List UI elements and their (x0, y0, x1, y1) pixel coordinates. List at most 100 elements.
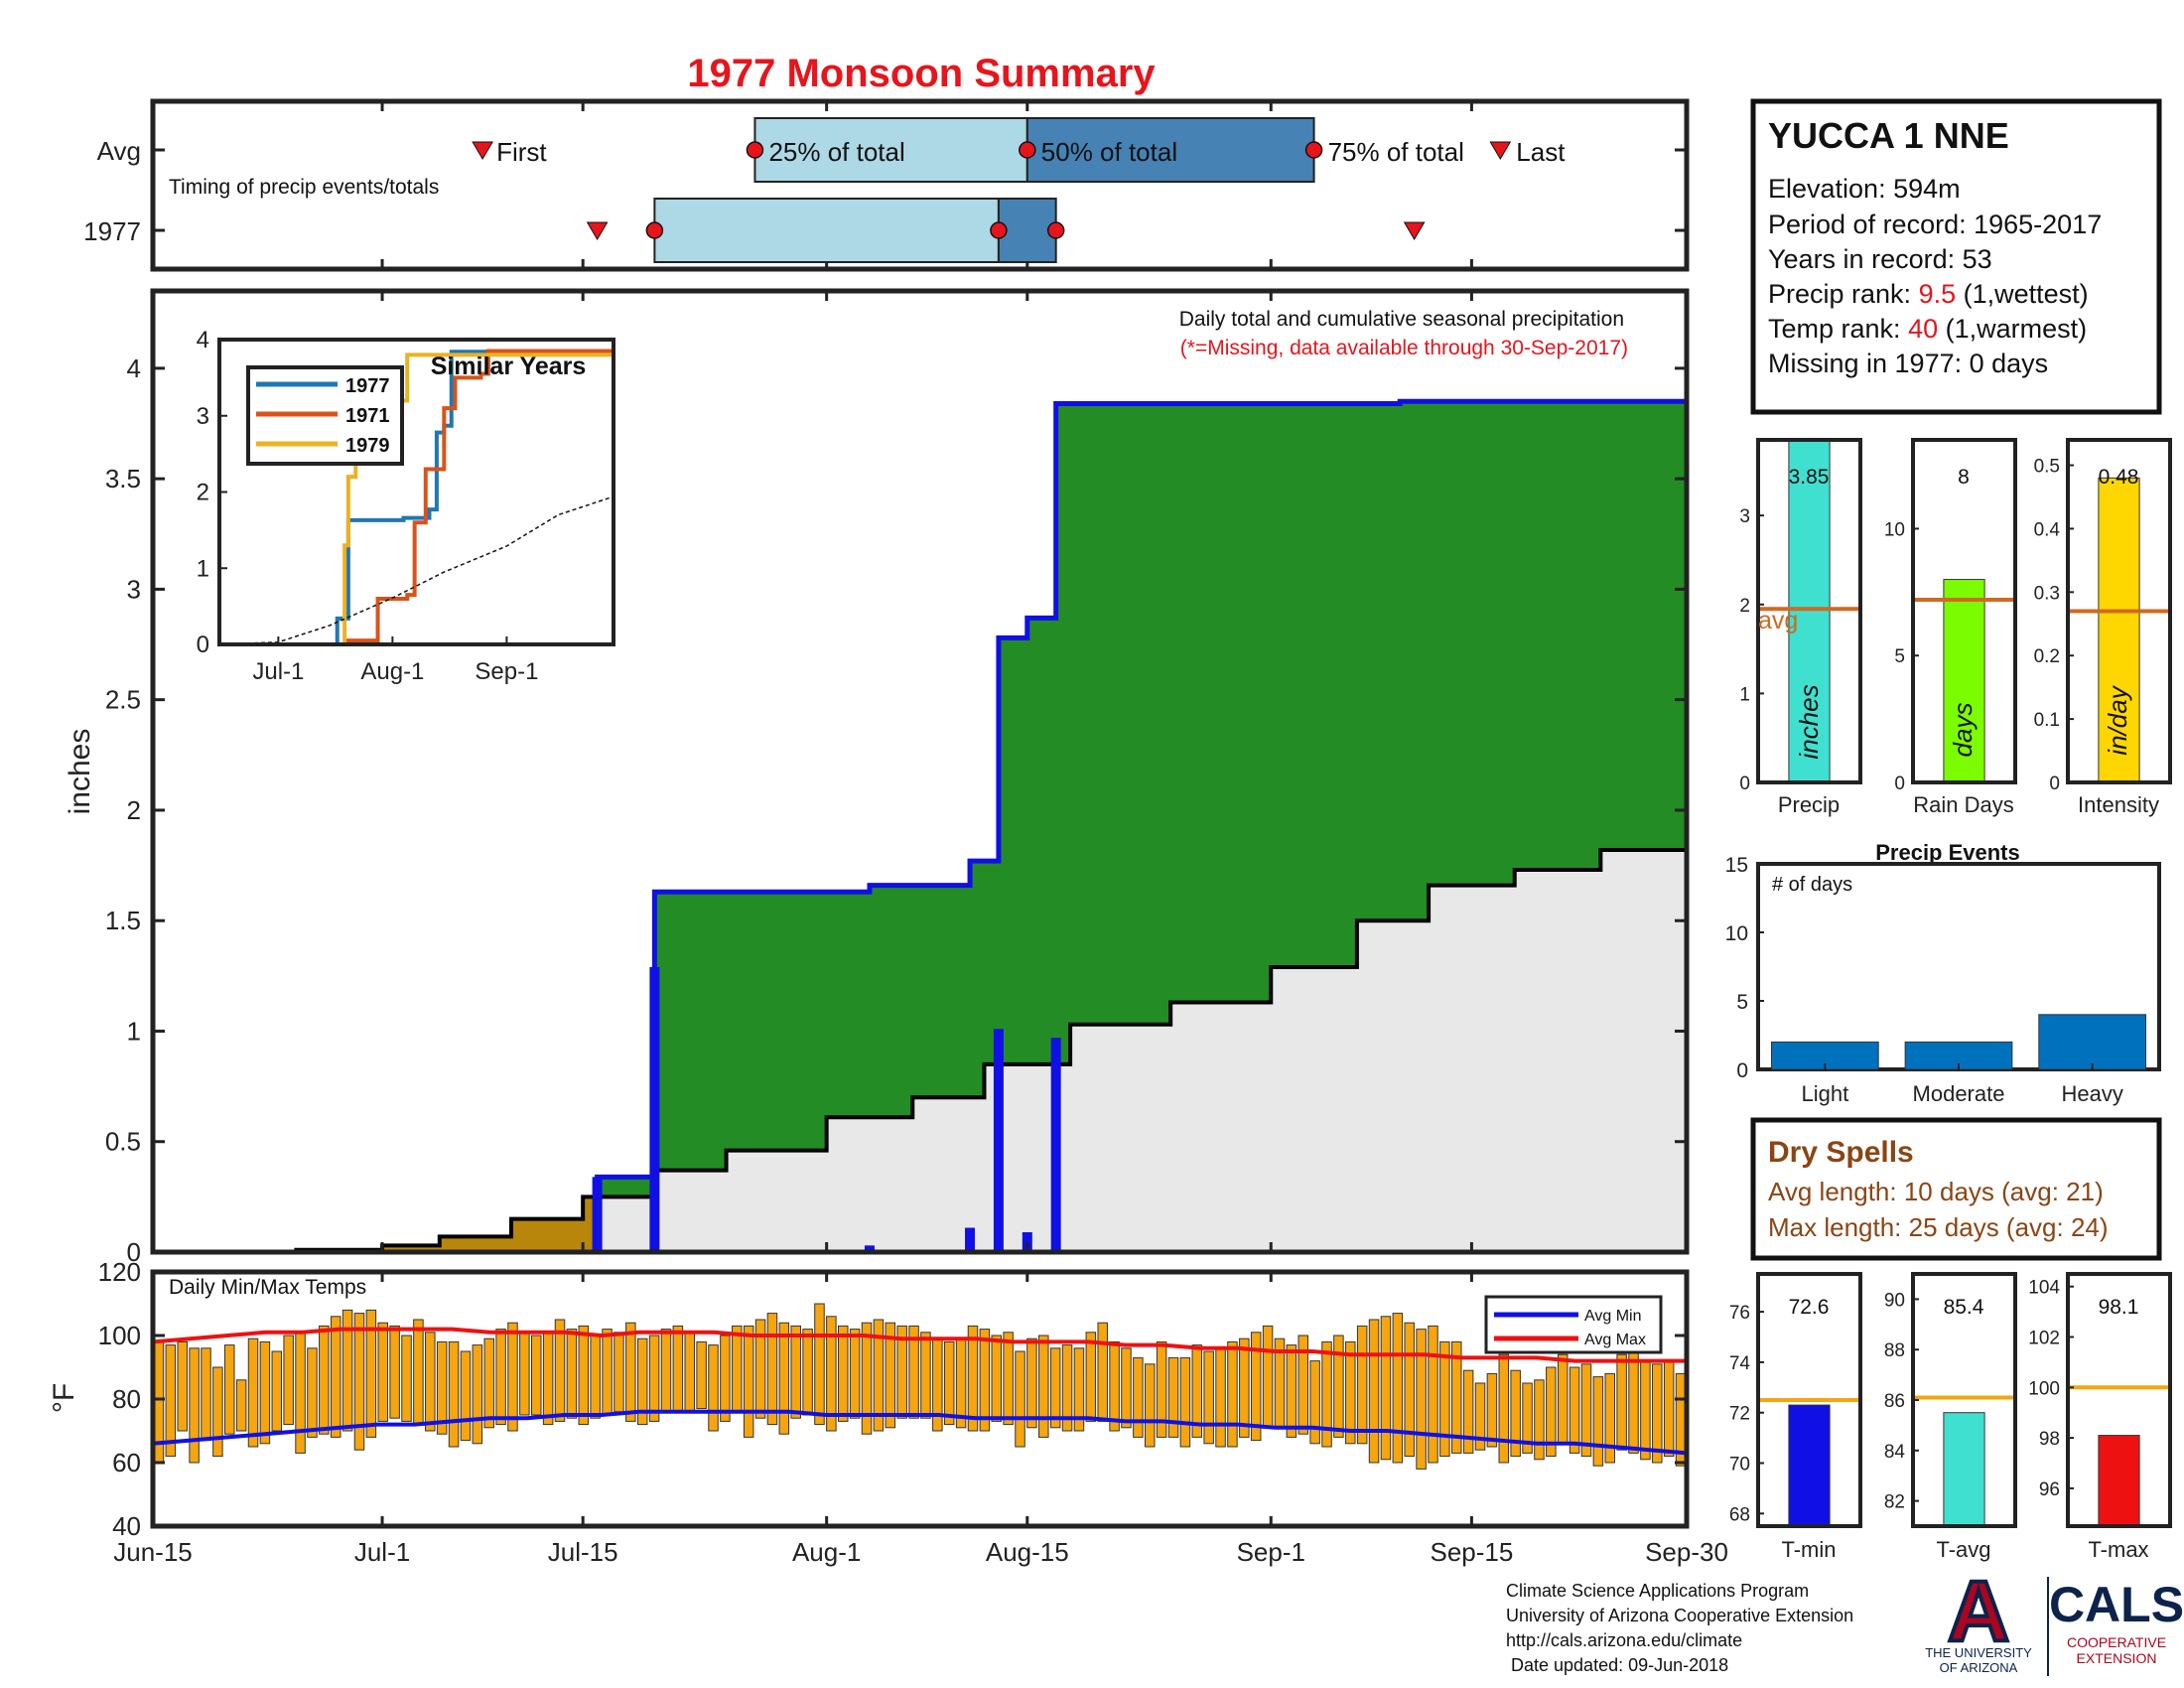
daily-temp-range-bar (660, 1329, 672, 1413)
daily-temp-range-bar (542, 1332, 554, 1426)
intensity-value-bar (2098, 477, 2140, 783)
daily-temp-range-bar (1109, 1340, 1120, 1432)
timing-1977-p50-p75-box (997, 198, 1057, 263)
inset-y-tick-label: 0 (197, 632, 209, 658)
daily-temp-range-bar (519, 1332, 530, 1416)
precip-y-tick-label: 0.5 (105, 1127, 141, 1157)
station-years: Years in record: 53 (1768, 244, 1992, 274)
daily-temp-range-bar (1203, 1350, 1214, 1445)
daily-temp-range-bar (614, 1332, 624, 1413)
intensity-value-label: 0.48 (2099, 466, 2139, 489)
daily-temp-range-bar (967, 1325, 979, 1432)
precip-plot-area (153, 398, 1689, 1255)
tmax-caption: T-max (2088, 1537, 2148, 1562)
precip-events-category-label: Light (1801, 1081, 1848, 1106)
daily-temp-range-bar (873, 1319, 885, 1432)
daily-temp-range-bar (1345, 1340, 1356, 1445)
daily-precip-bar (993, 1029, 1004, 1252)
daily-temp-range-bar (766, 1313, 778, 1426)
daily-temp-range-bar (826, 1316, 837, 1432)
ua-name-line-1: THE UNIVERSITY (1925, 1645, 2032, 1660)
station-info-frame (1750, 98, 2162, 415)
daily-temp-range-bar (389, 1325, 400, 1419)
daily-temp-range-bar (1073, 1347, 1085, 1432)
timing-label-first: First (496, 137, 547, 167)
cumulative-1977-line (153, 398, 1687, 1255)
inset-title: Similar Years (431, 352, 587, 380)
temps-y-tick-label: 60 (112, 1448, 141, 1477)
daily-temp-range-bar (1215, 1347, 1226, 1448)
daily-temp-range-bar (943, 1340, 955, 1426)
tmax-y-tick-label: 102 (2028, 1329, 2060, 1349)
daily-temp-range-bar (814, 1303, 825, 1426)
daily-temp-range-bar (1439, 1340, 1450, 1458)
inset-y-tick-label: 2 (197, 480, 209, 506)
daily-temp-range-bar (460, 1350, 472, 1442)
daily-temp-range-bar (1356, 1325, 1368, 1445)
tmin-y-tick-label: 72 (1729, 1404, 1750, 1425)
temps-y-label: °F (48, 1383, 80, 1413)
station-temp-rank: Temp rank: 40 (1,warmest) (1768, 314, 2087, 344)
precip-annotation-missing: (*=Missing, data available through 30-Se… (1180, 337, 1628, 359)
tavg-y-tick-label: 84 (1884, 1442, 1906, 1463)
daily-temp-range-bar (696, 1340, 707, 1410)
daily-temp-range-bar (1534, 1379, 1545, 1461)
timing-avg-percentile-marker (1019, 141, 1036, 159)
temp-summary-bars: 68 70 72 74 76 82 84 86 88 90 96 98 100 102 104 (1729, 1272, 2172, 1528)
daily-precip-bar (1050, 1038, 1061, 1252)
timing-1977-percentile-marker (645, 221, 664, 239)
daily-temp-range-bar (1297, 1335, 1309, 1435)
tmax-value-label: 98.1 (2099, 1296, 2139, 1319)
temps-y-axis: 40 60 80 100 120 (98, 1257, 1687, 1541)
intensity-panel-frame (2066, 438, 2172, 784)
timing-1977-percentile-marker (1046, 221, 1065, 239)
daily-temp-range-bar (1616, 1353, 1627, 1451)
inset-axes: 0 1 2 3 4 Jul-1 Aug-1 Sep-1 (197, 327, 539, 685)
tmin-value-label: 72.6 (1789, 1296, 1830, 1319)
precip-y-tick-label: 3.5 (105, 464, 141, 493)
raindays-unit-label: days (1948, 703, 1978, 758)
daily-temp-range-bar (1557, 1353, 1569, 1445)
x-tick-label: Aug-15 (986, 1537, 1069, 1567)
timing-marks (472, 117, 1512, 263)
daily-temp-range-bar (1179, 1356, 1191, 1448)
raindays-y-tick-label: 5 (1894, 646, 1905, 667)
daily-temp-range-bar (1474, 1382, 1486, 1451)
raindays-value-label: 8 (1958, 466, 1970, 489)
daily-temp-range-bar (1368, 1319, 1380, 1464)
daily-temp-range-bar (708, 1344, 719, 1432)
timing-1977-percentile-marker (990, 221, 1008, 239)
timing-avg-p25-p50-box (753, 117, 1028, 183)
daily-temp-range-bar (1309, 1360, 1320, 1445)
tavg-y-tick-label: 82 (1884, 1492, 1905, 1513)
tmax-y-tick-label: 100 (2028, 1378, 2060, 1399)
footer-line-2: University of Arizona Cooperative Extens… (1506, 1606, 1853, 1625)
daily-temp-range-bar (754, 1319, 766, 1419)
daily-temp-range-bar (330, 1316, 341, 1438)
daily-temp-range-bar (1652, 1363, 1663, 1464)
daily-temp-range-bar (1380, 1316, 1392, 1461)
daily-temp-range-bar (885, 1322, 896, 1429)
avg-min-temp-line (152, 1409, 1688, 1456)
daily-temp-range-bar (436, 1340, 448, 1435)
intensity-y-tick-label: 0.4 (2034, 519, 2061, 540)
daily-temp-range-bar (177, 1340, 188, 1432)
inset-y-tick-label: 4 (197, 327, 209, 353)
daily-precip-bar (965, 1227, 976, 1252)
tmin-caption: T-min (1782, 1537, 1837, 1562)
timing-avg-p50-p75-box (1025, 117, 1315, 183)
dry-spells-box: Dry Spells Avg length: 10 days (avg: 21)… (1750, 1117, 2162, 1261)
raindays-bar-caption: Rain Days (1913, 792, 2013, 817)
daily-temp-range-bar (307, 1347, 318, 1438)
x-tick-label: Aug-1 (792, 1537, 861, 1567)
tmin-y-tick-label: 68 (1729, 1504, 1750, 1525)
tmin-y-tick-label: 74 (1729, 1353, 1751, 1374)
x-tick-label: Jul-1 (354, 1537, 410, 1567)
daily-temp-range-bar (341, 1309, 353, 1432)
daily-temp-range-bar (165, 1344, 177, 1458)
daily-temp-range-bar (472, 1344, 483, 1445)
precip-y-label: inches (64, 729, 96, 815)
daily-temp-range-bar (507, 1322, 518, 1432)
precip-y-axis: 0 0.5 1 1.5 2 2.5 3 3.5 4 (105, 353, 1687, 1267)
precip-events-y-tick-label: 15 (1725, 854, 1748, 877)
